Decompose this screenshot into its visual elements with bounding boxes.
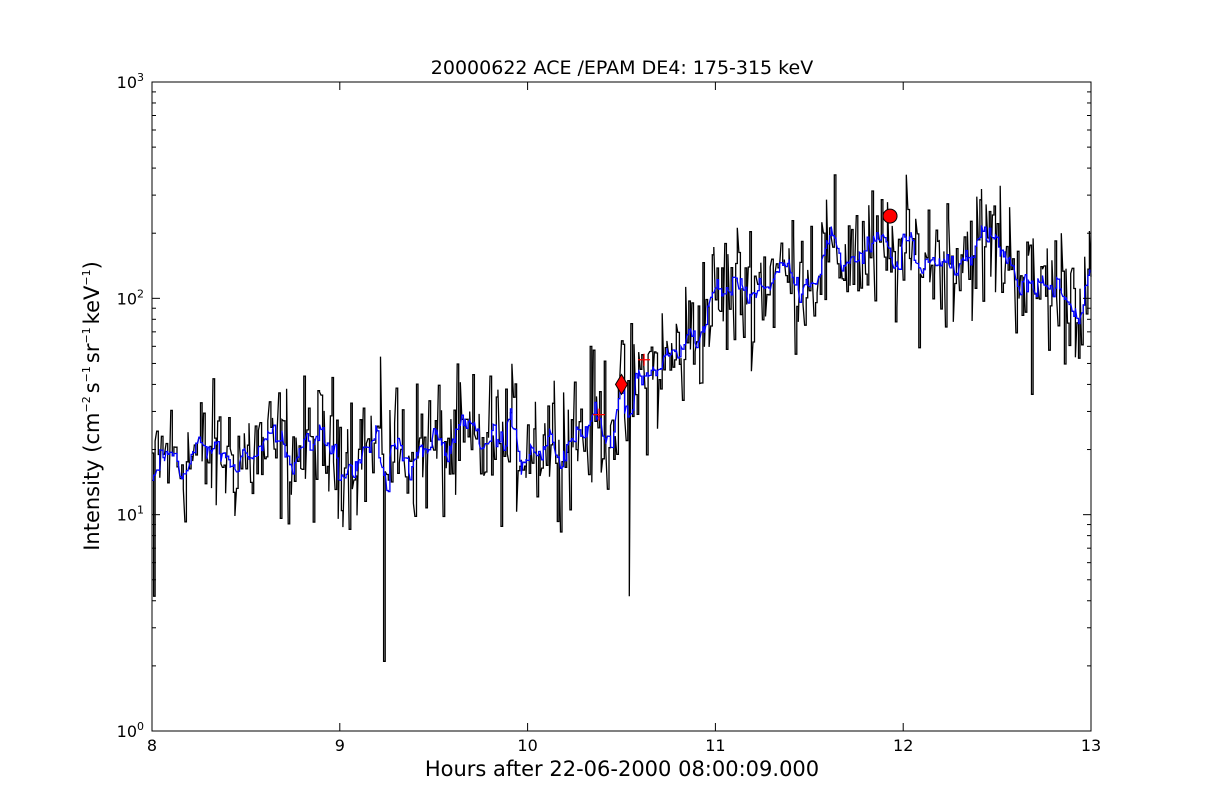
y-tick-label: 102 [117, 287, 144, 308]
marker-diamond [614, 373, 629, 396]
y-label-exp2: −1 [80, 366, 93, 382]
x-tick-labels: 8 9 10 11 12 13 [147, 736, 1101, 755]
y-tick-label: 100 [117, 720, 144, 741]
y-tick-labels: 100 101 102 103 [117, 71, 144, 741]
y-label-exp4: −1 [80, 269, 93, 285]
x-tick-label: 10 [517, 736, 537, 755]
marker-plus [592, 408, 605, 421]
y-tick-label: 101 [117, 504, 144, 525]
plot-area [151, 81, 1092, 732]
x-tick-label: 12 [893, 736, 913, 755]
series-raw-line [152, 174, 1092, 662]
y-label-suffix: ) [80, 261, 104, 269]
x-tick-label: 11 [705, 736, 725, 755]
y-label-kev: keV [80, 285, 104, 324]
marker-layer [592, 208, 898, 421]
y-tick-label: 103 [117, 71, 144, 92]
x-axis-label: Hours after 22-06-2000 08:00:09.000 [425, 757, 819, 781]
marker-circle [882, 208, 898, 224]
y-label-sr: sr [80, 343, 104, 363]
tick-layer [151, 81, 1092, 732]
x-tick-label: 9 [335, 736, 345, 755]
chart-title: 20000622 ACE /EPAM DE4: 175-315 keV [431, 57, 813, 79]
plot-frame [151, 81, 1092, 732]
y-axis-label: Intensity (cm−2s−1sr−1keV−1) [80, 261, 104, 551]
y-label-exp3: −1 [80, 327, 93, 343]
y-label-prefix: Intensity (cm [80, 413, 104, 551]
marker-plus [638, 353, 651, 366]
y-label-exp1: −2 [80, 396, 93, 412]
plot-background [152, 82, 1091, 731]
y-label-s: s [80, 382, 104, 393]
x-tick-label: 13 [1081, 736, 1101, 755]
x-tick-label: 8 [147, 736, 157, 755]
